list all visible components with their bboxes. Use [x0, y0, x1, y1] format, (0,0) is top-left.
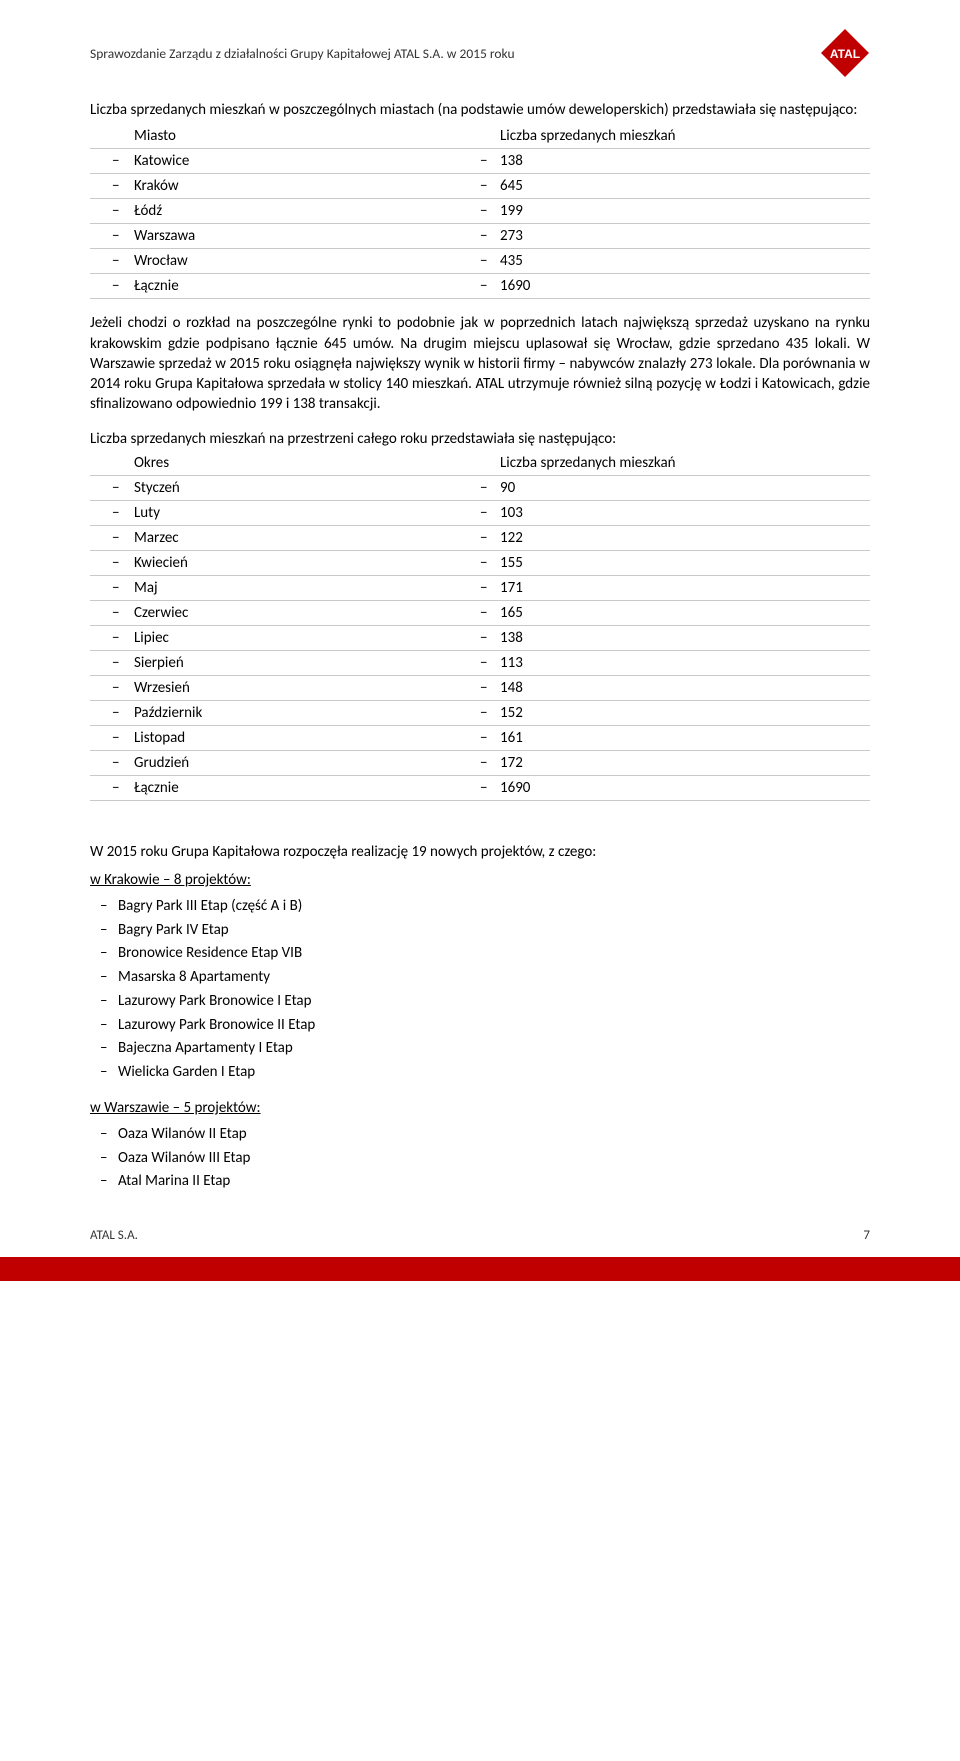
intro-cities: Liczba sprzedanych mieszkań w poszczegól…	[90, 100, 870, 120]
table-cell-label: Sierpień	[90, 650, 480, 675]
table-row: Kwiecień155	[90, 550, 870, 575]
table-row: Styczeń90	[90, 475, 870, 500]
table-row: Kraków645	[90, 174, 870, 199]
table-cell-value: 152	[480, 700, 870, 725]
table-row: Łącznie1690	[90, 775, 870, 800]
list-item: Oaza Wilanów II Etap	[90, 1123, 870, 1147]
table-cell-value: 1690	[480, 274, 870, 299]
table-cell-value: 113	[480, 650, 870, 675]
list-item: Masarska 8 Apartamenty	[90, 966, 870, 990]
warszawa-heading: w Warszawie – 5 projektów:	[90, 1099, 870, 1117]
list-item: Bajeczna Apartamenty I Etap	[90, 1037, 870, 1061]
table-cell-label: Październik	[90, 700, 480, 725]
table-cell-value: 138	[480, 625, 870, 650]
list-item: Lazurowy Park Bronowice II Etap	[90, 1014, 870, 1038]
list-item: Bronowice Residence Etap VIB	[90, 942, 870, 966]
table-row: Wrocław435	[90, 249, 870, 274]
list-item: Bagry Park III Etap (część A i B)	[90, 895, 870, 919]
table-cell-label: Wrocław	[90, 249, 480, 274]
table-cell-value: 172	[480, 750, 870, 775]
table-cell-value: 165	[480, 600, 870, 625]
table-row: Listopad161	[90, 725, 870, 750]
footer-red-bar	[0, 1257, 960, 1281]
cities-col-count: Liczba sprzedanych mieszkań	[480, 124, 870, 149]
table-row: Wrzesień148	[90, 675, 870, 700]
atal-logo-icon: ATAL	[820, 28, 870, 78]
table-cell-value: 645	[480, 174, 870, 199]
table-cell-label: Łącznie	[90, 274, 480, 299]
table-row: Grudzień172	[90, 750, 870, 775]
krakow-project-list: Bagry Park III Etap (część A i B)Bagry P…	[90, 895, 870, 1085]
page-footer: ATAL S.A. 7	[90, 1228, 870, 1251]
table-cell-value: 148	[480, 675, 870, 700]
table-cell-label: Maj	[90, 575, 480, 600]
table-cell-label: Łódź	[90, 199, 480, 224]
page-header: Sprawozdanie Zarządu z działalności Grup…	[90, 28, 870, 78]
header-title: Sprawozdanie Zarządu z działalności Grup…	[90, 45, 515, 62]
table-cell-label: Marzec	[90, 525, 480, 550]
analysis-paragraph: Jeżeli chodzi o rozkład na poszczególne …	[90, 313, 870, 414]
cities-col-city: Miasto	[90, 124, 480, 149]
table-cell-value: 171	[480, 575, 870, 600]
months-col-count: Liczba sprzedanych mieszkań	[480, 451, 870, 476]
table-cell-label: Listopad	[90, 725, 480, 750]
table-row: Sierpień113	[90, 650, 870, 675]
table-row: Czerwiec165	[90, 600, 870, 625]
table-row: Marzec122	[90, 525, 870, 550]
table-cell-value: 1690	[480, 775, 870, 800]
table-cell-label: Kraków	[90, 174, 480, 199]
warszawa-project-list: Oaza Wilanów II EtapOaza Wilanów III Eta…	[90, 1123, 870, 1194]
table-cell-label: Wrzesień	[90, 675, 480, 700]
table-cell-value: 273	[480, 224, 870, 249]
intro-months: Liczba sprzedanych mieszkań na przestrze…	[90, 429, 870, 449]
list-item: Oaza Wilanów III Etap	[90, 1147, 870, 1171]
table-row: Łódź199	[90, 199, 870, 224]
table-row: Lipiec138	[90, 625, 870, 650]
list-item: Lazurowy Park Bronowice I Etap	[90, 990, 870, 1014]
table-cell-value: 90	[480, 475, 870, 500]
table-cell-label: Warszawa	[90, 224, 480, 249]
footer-page-number: 7	[863, 1228, 870, 1243]
footer-company: ATAL S.A.	[90, 1228, 138, 1243]
table-cell-value: 199	[480, 199, 870, 224]
krakow-heading: w Krakowie – 8 projektów:	[90, 871, 870, 889]
months-table: Okres Liczba sprzedanych mieszkań Stycze…	[90, 451, 870, 801]
list-item: Wielicka Garden I Etap	[90, 1061, 870, 1085]
table-cell-value: 161	[480, 725, 870, 750]
table-row: Październik152	[90, 700, 870, 725]
table-cell-value: 435	[480, 249, 870, 274]
table-row: Maj171	[90, 575, 870, 600]
table-cell-label: Czerwiec	[90, 600, 480, 625]
projects-intro: W 2015 roku Grupa Kapitałowa rozpoczęła …	[90, 843, 870, 861]
table-cell-label: Lipiec	[90, 625, 480, 650]
table-cell-label: Katowice	[90, 149, 480, 174]
list-item: Bagry Park IV Etap	[90, 919, 870, 943]
table-row: Łącznie1690	[90, 274, 870, 299]
table-row: Katowice138	[90, 149, 870, 174]
cities-table: Miasto Liczba sprzedanych mieszkań Katow…	[90, 124, 870, 299]
months-col-period: Okres	[90, 451, 480, 476]
svg-text:ATAL: ATAL	[830, 47, 860, 61]
table-cell-label: Kwiecień	[90, 550, 480, 575]
table-cell-value: 103	[480, 500, 870, 525]
table-cell-label: Styczeń	[90, 475, 480, 500]
table-cell-label: Luty	[90, 500, 480, 525]
table-cell-value: 138	[480, 149, 870, 174]
table-cell-value: 122	[480, 525, 870, 550]
list-item: Atal Marina II Etap	[90, 1170, 870, 1194]
table-cell-value: 155	[480, 550, 870, 575]
table-row: Warszawa273	[90, 224, 870, 249]
table-cell-label: Grudzień	[90, 750, 480, 775]
table-cell-label: Łącznie	[90, 775, 480, 800]
table-row: Luty103	[90, 500, 870, 525]
